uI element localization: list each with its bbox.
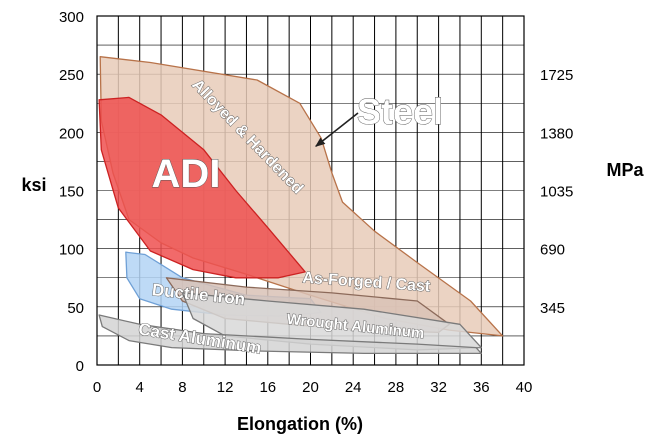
y2-tick-label: 1035 xyxy=(540,184,573,201)
x-tick-label: 40 xyxy=(516,379,533,396)
tick-labels: 0 4 8 12 16 20 24 28 32 36 40 0 50 100 150 200 250 300 345… xyxy=(59,9,573,396)
x-tick-label: 12 xyxy=(217,379,234,396)
x-tick-label: 32 xyxy=(430,379,447,396)
y2-tick-label: 1380 xyxy=(540,125,573,142)
x-axis-title: Elongation (%) xyxy=(237,414,363,434)
y-tick-label: 0 xyxy=(76,358,84,375)
x-tick-label: 24 xyxy=(345,379,362,396)
x-tick-label: 16 xyxy=(259,379,276,396)
annotation-steel-label: Steel xyxy=(357,91,443,132)
plot-border xyxy=(96,15,525,366)
x-tick-label: 20 xyxy=(302,379,319,396)
x-tick-label: 8 xyxy=(178,379,186,396)
y-axis-title: ksi xyxy=(21,175,46,195)
y-tick-label: 100 xyxy=(59,242,84,259)
x-tick-label: 36 xyxy=(473,379,490,396)
x-tick-label: 0 xyxy=(93,379,101,396)
y2-tick-label: 345 xyxy=(540,300,565,317)
region-cast-aluminum xyxy=(98,314,482,355)
x-tick-label: 4 xyxy=(136,379,144,396)
y-tick-label: 200 xyxy=(59,125,84,142)
regions xyxy=(98,56,504,355)
y2-axis-title: MPa xyxy=(606,160,644,180)
y-tick-label: 250 xyxy=(59,67,84,84)
region-adi xyxy=(98,96,306,279)
annotation-steel-arrow xyxy=(315,112,359,147)
y2-tick-label: 1725 xyxy=(540,67,573,84)
y-tick-label: 300 xyxy=(59,9,84,26)
y-tick-label: 50 xyxy=(67,300,84,317)
plot-frame xyxy=(96,15,525,366)
y-tick-label: 150 xyxy=(59,184,84,201)
x-tick-label: 28 xyxy=(388,379,405,396)
region-label-adi: ADI xyxy=(152,152,221,196)
y2-tick-label: 690 xyxy=(540,242,565,259)
